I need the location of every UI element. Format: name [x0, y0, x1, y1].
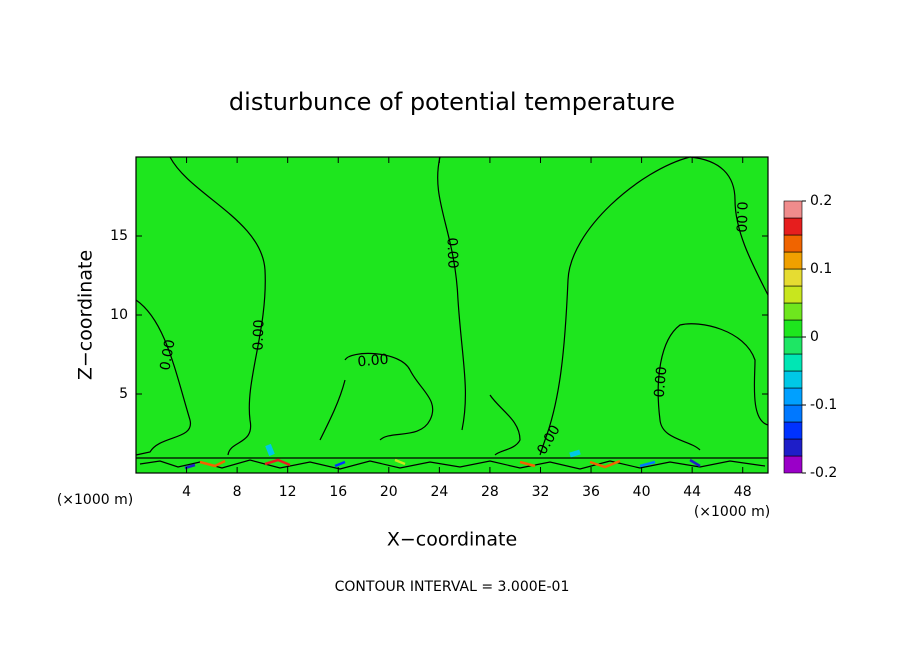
- x-tick-label: 20: [380, 484, 398, 500]
- y-tick-label: 10: [110, 307, 128, 323]
- colorbar-swatch: [783, 217, 803, 236]
- surface-anomalies: [184, 443, 701, 470]
- colorbar-swatch: [783, 370, 803, 389]
- x-tick-label: 48: [734, 484, 752, 500]
- colorbar-swatch: [783, 319, 803, 338]
- colorbar-tick-label: 0: [810, 329, 819, 345]
- colorbar-swatch: [783, 455, 803, 474]
- x-tick-label: 24: [430, 484, 448, 500]
- x-tick-label: 4: [182, 484, 191, 500]
- x-tick-label: 12: [279, 484, 297, 500]
- colorbar-swatch: [783, 200, 803, 219]
- colorbar-tick-label: 0.2: [810, 193, 832, 209]
- colorbar-tick-label: -0.2: [810, 465, 837, 481]
- colorbar-swatch: [783, 421, 803, 440]
- chart-title: disturbunce of potential temperature: [229, 88, 675, 116]
- x-axis-label: X−coordinate: [387, 529, 517, 551]
- colorbar-tick-label: 0.1: [810, 261, 832, 277]
- contour-label: 0.00: [357, 352, 389, 371]
- colorbar-swatch: [783, 404, 803, 423]
- contour-interval-note: CONTOUR INTERVAL = 3.000E-01: [335, 579, 570, 595]
- x-unit-label: (×1000 m): [694, 504, 770, 520]
- colorbar-swatch: [783, 336, 803, 355]
- x-tick-label: 28: [481, 484, 499, 500]
- x-tick-label: 40: [633, 484, 651, 500]
- x-tick-label: 44: [683, 484, 701, 500]
- colorbar-swatch: [783, 387, 803, 406]
- colorbar-swatch: [783, 302, 803, 321]
- contour-label: 0.00: [250, 319, 267, 351]
- colorbar-swatch: [783, 268, 803, 287]
- x-tick-label: 32: [532, 484, 550, 500]
- colorbar-swatch: [783, 285, 803, 304]
- contour-label: 0.00: [157, 338, 178, 371]
- colorbar-swatch: [783, 251, 803, 270]
- x-unit-label: (×1000 m): [57, 492, 133, 508]
- contour-label: 0.00: [732, 201, 749, 233]
- x-tick-label: 16: [329, 484, 347, 500]
- colorbar-swatch: [783, 234, 803, 253]
- x-tick-label: 8: [233, 484, 242, 500]
- contour-label: 0.00: [443, 237, 460, 269]
- y-tick-label: 5: [119, 386, 128, 402]
- colorbar-swatch: [783, 353, 803, 372]
- x-tick-label: 36: [582, 484, 600, 500]
- colorbar-tick-label: -0.1: [810, 397, 837, 413]
- colorbar-swatch: [783, 438, 803, 457]
- contour-field: [136, 157, 768, 473]
- contour-label: 0.00: [652, 366, 671, 398]
- y-tick-label: 15: [110, 228, 128, 244]
- y-axis-label: Z−coordinate: [75, 250, 97, 380]
